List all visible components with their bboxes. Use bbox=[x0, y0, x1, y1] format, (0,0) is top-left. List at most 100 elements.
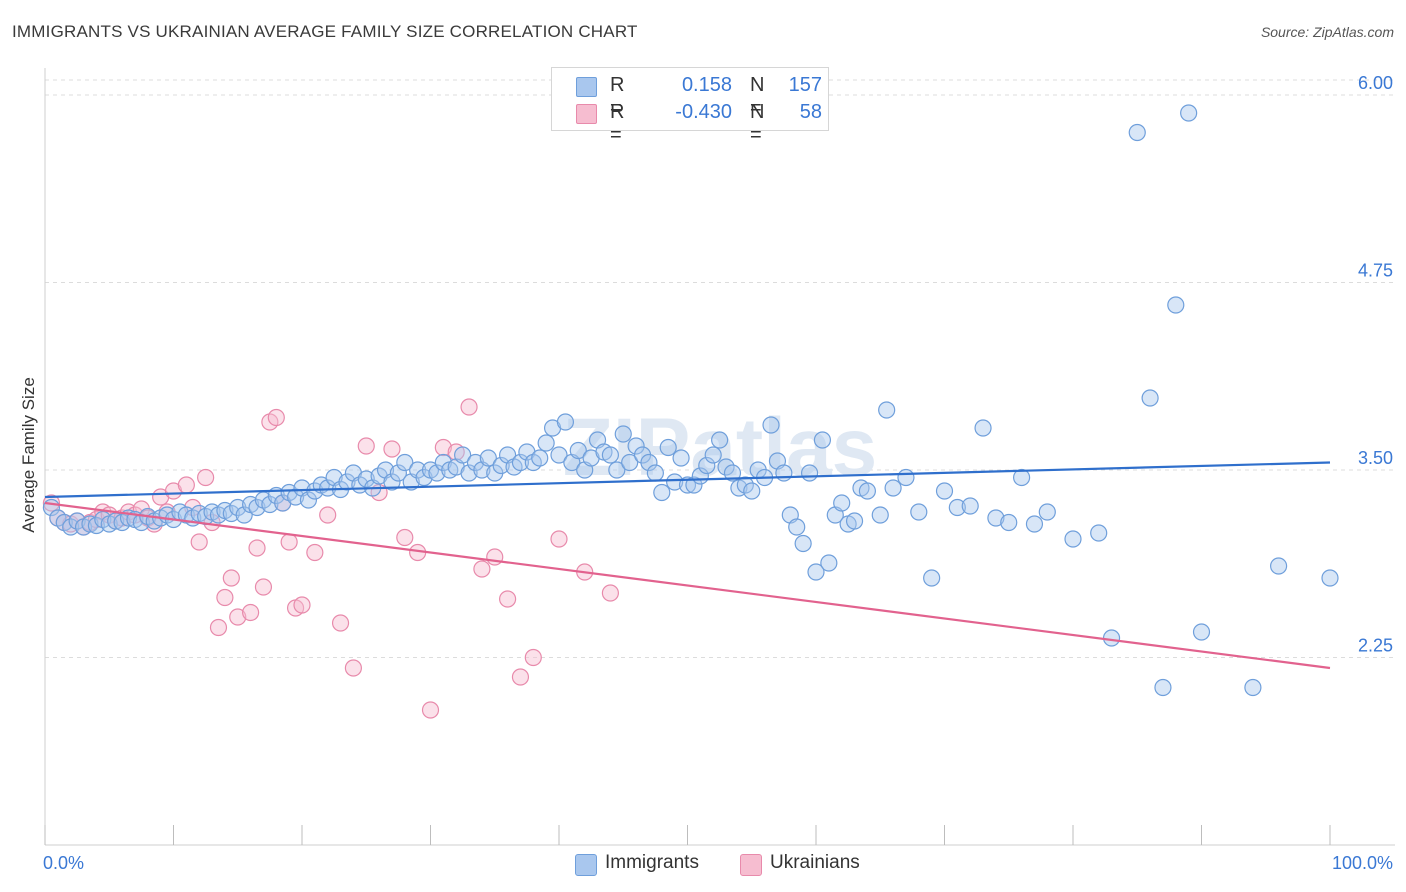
legend-n-label: N = bbox=[750, 101, 765, 146]
immigrants-swatch bbox=[575, 854, 597, 876]
immigrants-point bbox=[1192, 623, 1211, 641]
immigrants-point bbox=[659, 438, 677, 457]
ukrainians-point bbox=[511, 668, 530, 686]
immigrants-point bbox=[878, 401, 896, 419]
ukrainians-point bbox=[383, 440, 401, 458]
legend-n-value: 157 bbox=[788, 74, 822, 96]
x-tick-label: 100.0% bbox=[1332, 853, 1393, 873]
immigrants-point bbox=[762, 416, 780, 434]
ukrainians-point bbox=[357, 437, 375, 455]
ukrainians-point bbox=[344, 659, 362, 677]
ukrainians-point bbox=[197, 468, 215, 487]
immigrants-point bbox=[723, 464, 742, 482]
immigrants-point bbox=[1321, 569, 1339, 587]
immigrants-point bbox=[640, 453, 658, 472]
ukrainians-point bbox=[177, 476, 195, 494]
immigrants-point bbox=[646, 464, 664, 482]
axis-layer bbox=[44, 68, 1395, 846]
immigrants-point bbox=[845, 512, 864, 530]
immigrants-point bbox=[68, 512, 86, 530]
immigrants-point bbox=[1154, 678, 1172, 697]
immigrants-point bbox=[711, 431, 729, 449]
ukrainians-trend-line bbox=[44, 501, 1331, 670]
immigrants-point bbox=[653, 483, 671, 502]
immigrants-trend-line bbox=[44, 461, 1331, 499]
immigrants-point bbox=[1167, 296, 1185, 314]
y-tick-label: 4.75 bbox=[1358, 261, 1393, 281]
ukrainians-point bbox=[306, 543, 324, 562]
immigrants-point bbox=[1038, 503, 1056, 521]
immigrants-point bbox=[987, 509, 1005, 527]
immigrants-point bbox=[286, 488, 305, 506]
immigrants-point bbox=[537, 434, 555, 452]
legend-n-label: N = bbox=[750, 74, 765, 119]
immigrants-point bbox=[550, 446, 568, 464]
immigrants-point bbox=[884, 479, 902, 497]
immigrants-point bbox=[1102, 629, 1121, 647]
immigrants-point bbox=[1269, 557, 1288, 575]
immigrants-point bbox=[428, 464, 446, 482]
immigrants-point bbox=[775, 464, 793, 482]
immigrants-point bbox=[460, 464, 478, 482]
ukrainians-swatch bbox=[740, 854, 762, 876]
immigrants-point bbox=[717, 458, 735, 476]
legend-n-value: 58 bbox=[799, 101, 822, 123]
immigrants-point bbox=[383, 473, 401, 491]
grid-layer bbox=[45, 79, 1395, 658]
immigrants-point bbox=[788, 518, 806, 536]
chart-source: Source: ZipAtlas.com bbox=[1260, 24, 1394, 40]
ukrainians-point bbox=[601, 584, 620, 602]
immigrants-point bbox=[807, 563, 825, 581]
immigrants-point bbox=[910, 503, 928, 521]
immigrants-point bbox=[1064, 530, 1082, 548]
immigrants-point bbox=[666, 473, 684, 491]
immigrants-point bbox=[974, 419, 992, 437]
ukrainians-swatch bbox=[576, 104, 597, 124]
tick-labels: 2.25 3.50 4.75 6.00 0.0% 100.0% Average Family… bbox=[19, 73, 1393, 873]
ukrainians-point bbox=[248, 539, 266, 557]
ukrainians-point bbox=[524, 648, 542, 667]
ukrainians-point bbox=[434, 438, 452, 457]
immigrants-point bbox=[961, 497, 979, 515]
legend-box: R = 0.158 N = 157 R = -0.430 N = 58 bbox=[551, 67, 829, 146]
ukrainians-point bbox=[242, 603, 260, 622]
immigrants-point bbox=[299, 491, 318, 509]
immigrants-label: Immigrants bbox=[605, 852, 699, 873]
immigrants-point bbox=[479, 449, 497, 467]
immigrants-point bbox=[800, 464, 819, 482]
immigrants-point bbox=[1012, 468, 1031, 487]
ukrainians-point bbox=[460, 398, 478, 416]
immigrants-point bbox=[389, 464, 407, 482]
chart-title: IMMIGRANTS VS UKRAINIAN AVERAGE FAMILY S… bbox=[12, 22, 638, 41]
immigrants-point bbox=[698, 456, 716, 475]
immigrants-point bbox=[871, 506, 889, 524]
ukrainians-point bbox=[209, 618, 228, 637]
immigrants-point bbox=[531, 449, 549, 467]
immigrants-point bbox=[1244, 678, 1262, 697]
immigrants-point bbox=[81, 515, 99, 533]
ukrainians-point bbox=[293, 596, 311, 614]
immigrants-point bbox=[833, 494, 851, 512]
immigrants-point bbox=[1025, 515, 1044, 533]
legend-r-value: 0.158 bbox=[681, 74, 732, 96]
immigrants-points bbox=[42, 104, 1339, 697]
immigrants-point bbox=[743, 482, 761, 500]
legend-r-label: R = bbox=[610, 74, 625, 119]
immigrants-point bbox=[897, 468, 915, 487]
immigrants-point bbox=[261, 495, 279, 514]
immigrants-point bbox=[338, 473, 356, 491]
y-tick-label: 2.25 bbox=[1358, 636, 1393, 656]
immigrants-point bbox=[1180, 104, 1198, 122]
ukrainians-point bbox=[331, 614, 350, 632]
legend-r-value: -0.430 bbox=[675, 101, 732, 123]
immigrants-point bbox=[736, 476, 754, 494]
immigrants-point bbox=[704, 446, 722, 464]
immigrants-point bbox=[685, 476, 703, 494]
immigrants-point bbox=[492, 456, 510, 475]
ukrainians-point bbox=[229, 608, 247, 626]
y-tick-label: 6.00 bbox=[1358, 73, 1393, 93]
trend-lines bbox=[44, 461, 1331, 670]
immigrants-point bbox=[1128, 123, 1146, 142]
ukrainians-point bbox=[396, 528, 414, 547]
